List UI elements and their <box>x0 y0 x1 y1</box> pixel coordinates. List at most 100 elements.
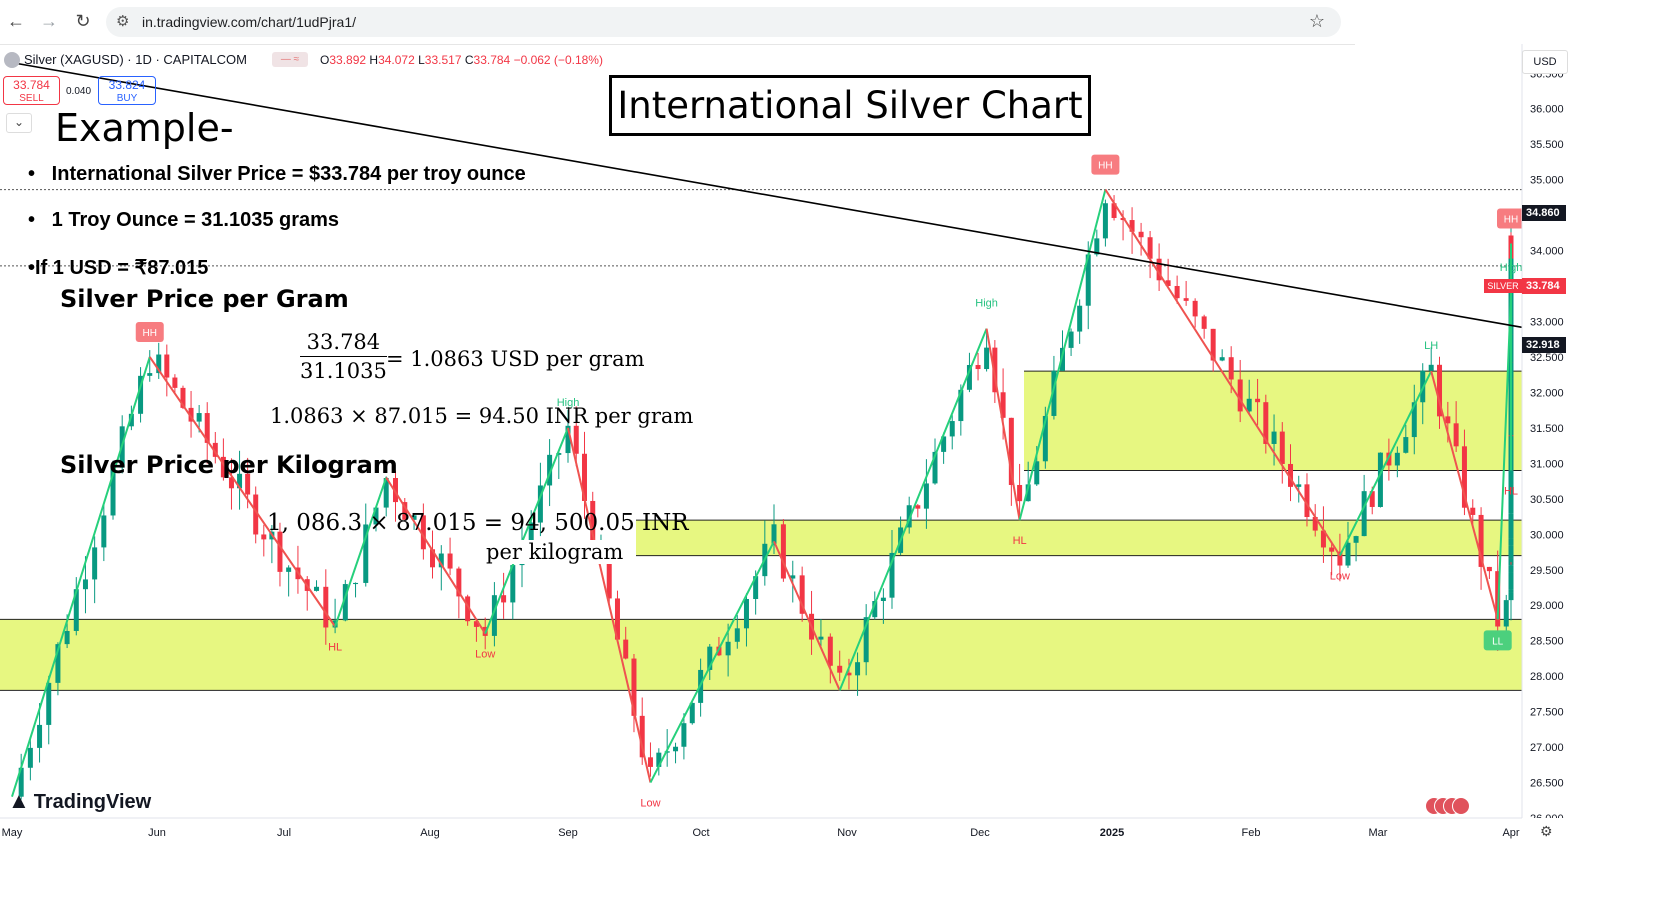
candle-body <box>172 377 178 388</box>
indicator-badges[interactable]: — ≈ <box>272 52 308 67</box>
month-tick-label: Apr <box>1502 827 1519 839</box>
candle-body <box>1201 316 1207 329</box>
open-value: 33.892 <box>329 53 367 67</box>
close-label: C <box>464 53 474 67</box>
candle-body <box>1320 530 1326 548</box>
candle-body <box>573 425 579 454</box>
candle-body <box>438 553 444 568</box>
silver-symbol-icon[interactable] <box>4 52 20 68</box>
zigzag-segment <box>567 427 652 783</box>
candle-body <box>277 531 283 572</box>
tradingview-mark-icon: ▲ <box>8 788 30 813</box>
pivot-label: Low <box>1330 571 1350 583</box>
pivot-label: HH <box>1504 215 1518 226</box>
pivot-label: LH <box>1424 340 1438 352</box>
candle-body <box>1034 461 1040 485</box>
address-bar[interactable]: ⚙ in.tradingview.com/chart/1udPjra1/ ☆ <box>106 7 1341 37</box>
candle-body <box>1228 357 1234 380</box>
bullet-item: • International Silver Price = $33.784 p… <box>28 163 526 185</box>
candle-body <box>1129 220 1135 232</box>
pivot-label: High <box>975 298 998 310</box>
candle-body <box>261 534 267 540</box>
forward-button[interactable]: → <box>38 10 60 32</box>
zigzag-segment <box>385 477 487 635</box>
pivot-labels-layer: HH HL Low High Low High HL HH Low LH LL High HL HH <box>135 154 1525 810</box>
zigzag-segment <box>1018 189 1107 521</box>
candle-body <box>547 454 553 486</box>
candle-body <box>984 347 990 370</box>
month-tick-label: Aug <box>420 827 440 839</box>
gear-icon[interactable]: ⚙ <box>1540 823 1553 839</box>
candle-body <box>1288 463 1294 487</box>
url-text[interactable]: in.tradingview.com/chart/1udPjra1/ <box>142 14 356 30</box>
price-scale-background <box>1522 44 1670 905</box>
candle-body <box>392 478 398 503</box>
candle-body <box>1219 357 1225 361</box>
candle-body <box>1445 416 1451 424</box>
zigzag-segment <box>1496 293 1512 620</box>
candle-body <box>510 565 516 603</box>
kg-equation: 1, 086.3 × 87.015 = 94, 500.05 INR <box>267 510 689 536</box>
candle-body <box>1147 237 1153 259</box>
candle-body <box>1246 398 1252 412</box>
low-label: L <box>418 53 425 67</box>
candle-body <box>353 582 359 585</box>
candle-body <box>1077 305 1083 332</box>
per-gram-heading: Silver Price per Gram <box>60 285 349 313</box>
candle-body <box>872 601 878 618</box>
collapse-button[interactable]: ⌄ <box>6 113 32 133</box>
candle-body <box>1060 347 1065 371</box>
candle-body <box>1271 431 1277 444</box>
back-button[interactable]: ← <box>5 10 27 32</box>
candle-body <box>753 576 759 599</box>
candle-body <box>110 467 116 516</box>
zigzag-segment <box>649 540 775 783</box>
reload-button[interactable]: ↻ <box>72 10 94 32</box>
candle-body <box>1508 565 1514 573</box>
candle-body <box>1237 379 1243 412</box>
star-icon[interactable]: ☆ <box>1308 11 1325 31</box>
tradingview-logo-text: TradingView <box>33 791 152 813</box>
candle-body <box>880 597 886 602</box>
buy-button[interactable]: 33.824 BUY <box>98 76 156 105</box>
candle-body <box>537 485 543 523</box>
candle-body <box>323 586 329 628</box>
candle-body <box>180 387 186 408</box>
candle-body <box>863 617 869 663</box>
zigzag-segment <box>1339 370 1433 557</box>
candle-body <box>1428 364 1434 371</box>
browser-toolbar: ← → ↻ ⚙ in.tradingview.com/chart/1udPjra… <box>0 0 1355 45</box>
candle-body <box>46 682 52 725</box>
time-scale-background <box>0 818 1670 905</box>
candle-body <box>420 515 426 550</box>
price-tick-label: 31.500 <box>1530 423 1564 435</box>
candle-body <box>581 453 587 501</box>
candle-body <box>1361 491 1367 537</box>
month-tick-label: Nov <box>837 827 857 839</box>
candle-body <box>1085 254 1091 306</box>
candle-body <box>1008 417 1014 485</box>
candle-body <box>992 347 998 393</box>
trendline-price-tag: 32.918 <box>1522 337 1566 353</box>
candle-body <box>923 483 929 509</box>
candle-body <box>456 568 462 597</box>
candle-body <box>430 549 436 568</box>
candle-body <box>212 442 218 457</box>
candle-body <box>156 354 162 374</box>
candle-body <box>1068 331 1074 348</box>
low-value: 33.517 <box>424 53 462 67</box>
events-flags[interactable] <box>1425 797 1470 815</box>
candle-body <box>1296 484 1302 487</box>
candle-body <box>623 639 629 659</box>
price-tick-label: 31.000 <box>1530 458 1564 470</box>
zones-layer <box>0 370 1522 691</box>
sell-button[interactable]: 33.784 SELL <box>3 76 60 105</box>
symbol-title[interactable]: Silver (XAGUSD) · 1D · CAPITALCOM <box>24 52 247 67</box>
tradingview-logo[interactable]: ▲ TradingView <box>8 788 151 814</box>
currency-selector[interactable]: USD <box>1522 50 1568 74</box>
tune-icon[interactable]: ⚙ <box>116 13 130 30</box>
price-tick-label: 26.500 <box>1530 778 1564 790</box>
pivot-label: HL <box>328 642 342 654</box>
change-value: −0.062 (−0.18%) <box>513 53 603 67</box>
